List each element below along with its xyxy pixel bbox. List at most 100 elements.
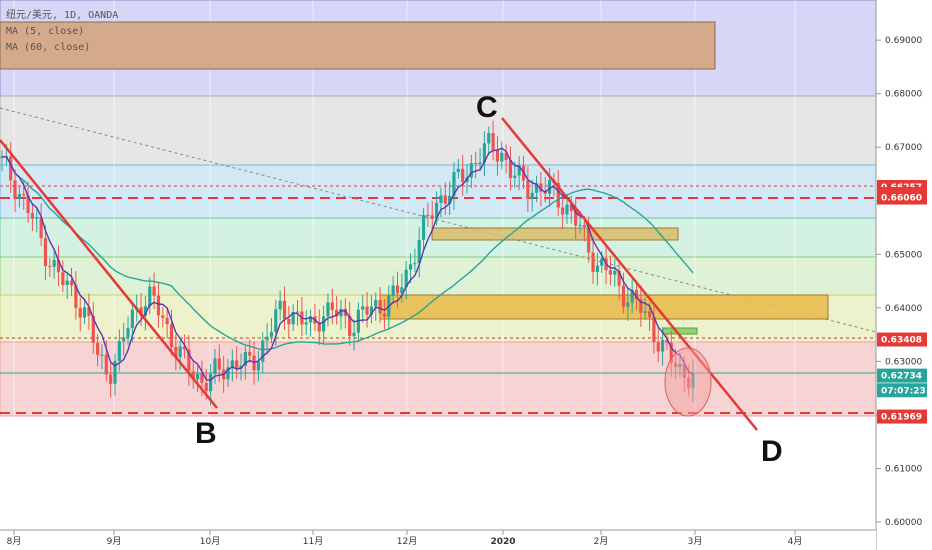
x-tick-label: 8月 — [7, 536, 22, 547]
ma5-legend[interactable]: MA (5, close) — [6, 26, 85, 37]
candle-body — [130, 309, 134, 329]
price-axis[interactable]: 0.600000.610000.620000.630000.640000.650… — [875, 0, 932, 550]
candle-body — [556, 182, 560, 208]
candle-body — [39, 217, 43, 239]
candle-body — [30, 213, 35, 219]
y-tick-label: 0.63000 — [885, 357, 922, 367]
candle-body — [65, 280, 69, 285]
candle-body — [326, 302, 330, 317]
candle-body — [508, 160, 513, 178]
symbol-title[interactable]: 纽元/美元, 1D, OANDA — [6, 10, 119, 21]
chart-legend: 纽元/美元, 1D, OANDA MA (5, close) MA (60, c… — [6, 8, 118, 56]
candle-body — [574, 211, 578, 226]
x-tick-label: 9月 — [107, 536, 122, 547]
candle-body — [404, 269, 408, 288]
candle-body — [608, 270, 613, 275]
candle-body — [265, 336, 269, 341]
candle-body — [295, 311, 300, 313]
candle-body — [269, 332, 274, 337]
dotted-trendline — [0, 107, 877, 333]
candle-body — [534, 183, 539, 193]
ma60-legend[interactable]: MA (60, close) — [6, 42, 91, 53]
candle-body — [213, 358, 217, 375]
y-tick-label: 0.60000 — [885, 518, 922, 528]
price-tag-label: 0.62734 — [881, 372, 922, 382]
level-lines — [0, 185, 876, 414]
candle-body — [587, 227, 591, 253]
candle-body — [100, 354, 104, 356]
candle-body — [282, 300, 287, 320]
candle-body — [582, 224, 586, 228]
zone-pink — [0, 341, 877, 417]
candle-body — [321, 316, 326, 332]
candle-body — [643, 311, 647, 313]
zone-grey — [0, 95, 877, 166]
candle-body — [169, 324, 174, 348]
candle-body — [378, 300, 382, 314]
candle-body — [426, 214, 430, 216]
candle-body — [630, 289, 634, 303]
candle-body — [226, 367, 230, 380]
candle-body — [561, 207, 565, 215]
candle-body — [139, 307, 143, 316]
candle-body — [308, 316, 313, 323]
candle-body — [87, 307, 91, 316]
candle-body — [539, 183, 543, 192]
candle-body — [339, 308, 343, 317]
candle-body — [113, 360, 117, 384]
candle-body — [626, 302, 630, 307]
candle-body — [504, 152, 508, 161]
candle-body — [374, 300, 378, 307]
candle-body — [187, 349, 191, 372]
candle-body — [217, 358, 221, 370]
candle-body — [530, 192, 534, 199]
candle-body — [126, 328, 130, 338]
time-axis[interactable]: 8月 9月 10月 11月 12月 2020 2月 3月 4月 — [0, 529, 876, 550]
wave-label-c: C — [476, 91, 498, 124]
candle-body — [78, 308, 82, 318]
candle-body — [361, 306, 365, 310]
candle-body — [287, 319, 291, 325]
candle-body — [91, 315, 95, 343]
candle-body — [408, 264, 413, 270]
y-tick-label: 0.64000 — [885, 304, 922, 314]
candle-body — [434, 202, 439, 219]
candle-body — [61, 272, 65, 285]
y-tick-label: 0.65000 — [885, 250, 922, 260]
candle-body — [256, 361, 261, 371]
ma60-line — [1, 155, 694, 351]
candle-body — [487, 133, 491, 144]
candle-body — [439, 195, 443, 203]
candle-body — [621, 285, 626, 307]
candle-body — [660, 339, 665, 352]
candle-body — [56, 259, 61, 273]
candle-body — [195, 373, 200, 380]
candle-body — [17, 193, 21, 199]
candle-body — [174, 347, 178, 357]
candle-body — [182, 346, 187, 350]
candle-body — [148, 286, 152, 307]
candle-body — [304, 322, 308, 325]
y-tick-label: 0.68000 — [885, 90, 922, 100]
candle-body — [474, 163, 478, 165]
candle-body — [261, 340, 265, 362]
x-tick-label: 11月 — [303, 536, 323, 547]
candle-body — [235, 360, 239, 369]
candle-body — [395, 285, 400, 294]
candle-body — [200, 373, 204, 383]
x-tick-label: 10月 — [200, 536, 220, 547]
candle-body — [665, 339, 669, 343]
candle-body — [448, 195, 452, 204]
candle-body — [352, 332, 356, 337]
highlight-ellipse — [664, 347, 712, 417]
candle-body — [156, 295, 161, 316]
y-tick-label: 0.61000 — [885, 464, 922, 474]
candle-body — [343, 308, 347, 316]
candle-body — [443, 195, 447, 204]
candle-body — [209, 374, 213, 392]
candle-body — [248, 351, 252, 356]
zone-box-3 — [662, 327, 698, 335]
candle-body — [117, 341, 121, 361]
candle-body — [165, 317, 169, 325]
